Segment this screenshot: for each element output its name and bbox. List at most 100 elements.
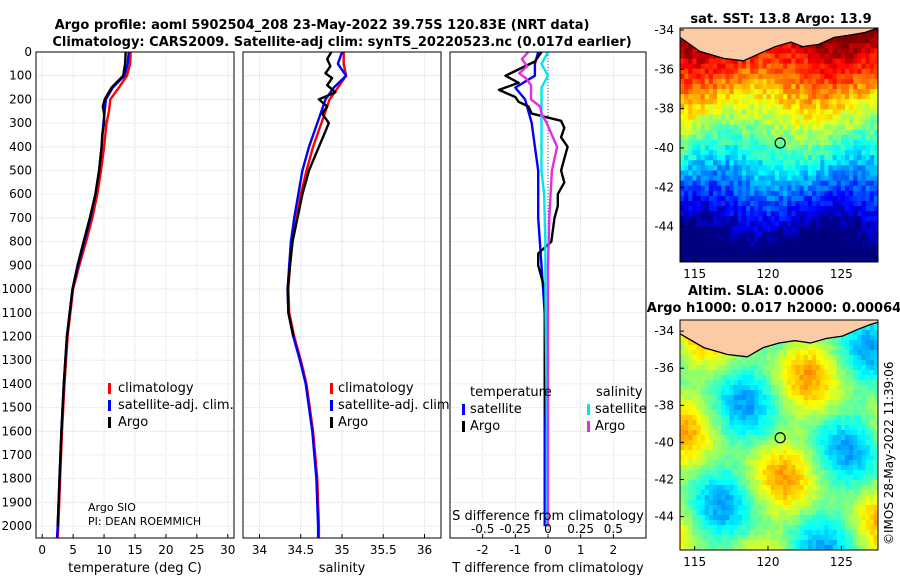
map-cell — [869, 119, 875, 126]
map-cell — [845, 175, 850, 182]
map-cell — [857, 246, 862, 253]
map-cell — [774, 380, 780, 386]
map-cell — [861, 83, 867, 90]
map-cell — [692, 420, 697, 426]
map-cell — [762, 104, 768, 110]
map-cell — [795, 505, 801, 511]
map-cell — [770, 375, 776, 381]
map-cell — [746, 445, 751, 451]
map-cell — [820, 221, 825, 227]
map-cell — [799, 246, 805, 253]
map-cell — [795, 185, 801, 192]
map-cell — [721, 385, 726, 391]
map-cell — [803, 350, 809, 356]
x-tick-label: -2 — [477, 543, 489, 557]
map-cell — [861, 68, 867, 75]
map-cell — [713, 360, 718, 366]
map-cell — [828, 43, 834, 49]
map-cell — [865, 170, 871, 176]
map-cell — [770, 206, 776, 212]
map-cell — [774, 124, 780, 131]
map-cell — [741, 175, 747, 182]
map-cell — [799, 216, 805, 222]
map-cell — [725, 129, 730, 136]
map-cell — [696, 63, 702, 70]
map-cell — [692, 195, 697, 202]
map-cell — [680, 89, 685, 95]
map-cell — [779, 425, 784, 431]
x-tick-label: 10 — [96, 543, 111, 557]
map-cell — [741, 180, 747, 187]
map-cell — [688, 510, 693, 516]
map-cell — [733, 465, 739, 471]
map-cell — [741, 505, 747, 511]
map-cell — [680, 48, 685, 54]
map-cell — [812, 480, 817, 486]
map-cell — [816, 440, 821, 446]
map-cell — [857, 350, 862, 356]
map-cell — [688, 150, 693, 156]
map-cell — [853, 211, 858, 217]
map-cell — [791, 231, 796, 237]
map-cell — [849, 226, 854, 232]
map-cell — [708, 515, 714, 521]
sst-map-title: sat. SST: 13.8 Argo: 13.9 — [690, 12, 871, 27]
map-cell — [692, 170, 697, 176]
map-cell — [721, 73, 726, 80]
map-cell — [861, 330, 867, 336]
map-cell — [857, 109, 862, 115]
map-cell — [803, 190, 809, 197]
map-cell — [708, 500, 714, 506]
map-cell — [680, 520, 685, 526]
map-cell — [845, 109, 850, 115]
map-cell — [783, 114, 788, 120]
axes-frame — [35, 51, 235, 539]
map-cell — [766, 256, 772, 263]
map-cell — [684, 94, 689, 100]
map-cell — [733, 475, 739, 481]
map-cell — [816, 540, 821, 546]
map-cell — [708, 480, 714, 486]
map-cell — [820, 490, 825, 496]
map-cell — [807, 216, 813, 222]
map-cell — [828, 256, 834, 263]
map-cell — [836, 226, 842, 232]
map-cell — [708, 440, 714, 446]
map-cell — [779, 221, 784, 227]
map-cell — [700, 99, 706, 105]
map-cell — [849, 440, 854, 446]
map-cell — [840, 251, 846, 258]
map-cell — [708, 400, 714, 406]
map-cell — [770, 475, 776, 481]
map-cell — [812, 185, 817, 192]
map-cell — [704, 211, 710, 217]
map-cell — [812, 430, 817, 436]
map-cell — [754, 450, 759, 456]
map-cell — [758, 485, 763, 491]
map-cell — [779, 455, 784, 461]
map-cell — [820, 410, 825, 416]
map-cell — [828, 160, 834, 166]
map-cell — [696, 350, 702, 356]
map-cell — [820, 226, 825, 232]
map-cell — [733, 109, 739, 115]
map-cell — [713, 415, 718, 421]
map-cell — [754, 114, 759, 120]
map-cell — [795, 375, 801, 381]
map-cell — [684, 535, 689, 541]
map-cell — [795, 395, 801, 401]
map-cell — [762, 109, 768, 115]
map-cell — [807, 480, 813, 486]
map-cell — [799, 410, 805, 416]
map-cell — [853, 246, 858, 253]
map-cell — [869, 114, 875, 120]
map-cell — [824, 73, 829, 80]
map-cell — [770, 175, 776, 182]
map-cell — [836, 53, 842, 59]
map-cell — [758, 73, 763, 80]
map-cell — [853, 109, 858, 115]
map-cell — [853, 335, 858, 341]
map-cell — [799, 251, 805, 258]
map-cell — [688, 485, 693, 491]
map-cell — [692, 525, 697, 531]
